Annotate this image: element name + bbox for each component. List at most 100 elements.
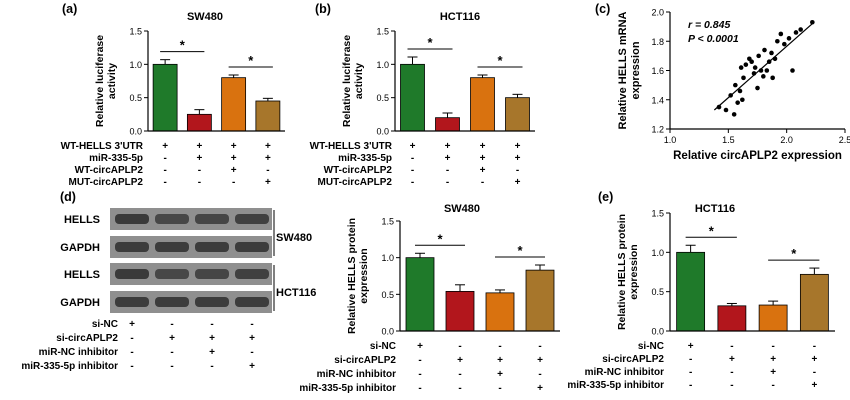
treatment-mark: + xyxy=(231,141,237,152)
treatment-mark: - xyxy=(418,355,421,366)
bar-0 xyxy=(152,63,178,132)
treatment-mark: + xyxy=(231,165,237,176)
treatment-label: WT-HELLS 3'UTR xyxy=(61,141,144,152)
bar-3 xyxy=(799,273,829,332)
treatment-mark: + xyxy=(537,383,543,394)
treatment-mark: - xyxy=(170,319,173,330)
treatment-mark: - xyxy=(130,361,133,372)
treatment-mark: - xyxy=(498,383,501,394)
treatment-mark: - xyxy=(730,380,733,391)
treatment-label: miR-NC inhibitor xyxy=(39,347,119,358)
treatment-label: si-NC xyxy=(370,341,396,352)
treatment-mark: + xyxy=(537,355,543,366)
bar-1 xyxy=(445,290,475,332)
treatment-mark: + xyxy=(209,347,215,358)
treatment-label: MUT-circAPLP2 xyxy=(318,177,393,188)
treatment-mark: + xyxy=(811,354,817,365)
treatment-mark: - xyxy=(250,319,253,330)
blot-band xyxy=(195,242,229,252)
y-tick-label: 2.0 xyxy=(651,8,664,18)
treatment-mark: - xyxy=(458,369,461,380)
chart-title: HCT116 xyxy=(695,203,735,215)
y-tick-label: 1.0 xyxy=(651,248,664,258)
treatment-label: WT-circAPLP2 xyxy=(324,165,393,176)
treatment-mark: - xyxy=(813,341,816,352)
y-tick-label: 1.5 xyxy=(129,27,142,37)
y-axis-label: Relative luciferaseactivity xyxy=(341,35,365,127)
treatment-mark: + xyxy=(196,141,202,152)
blot-band xyxy=(235,297,269,307)
treatment-mark: - xyxy=(771,341,774,352)
treatment-mark: - xyxy=(170,361,173,372)
blot-band xyxy=(195,269,229,279)
treatment-mark: + xyxy=(515,177,521,188)
treatment-mark: - xyxy=(418,383,421,394)
treatment-label: si-circAPLP2 xyxy=(56,333,118,344)
blot-band xyxy=(235,214,269,224)
treatment-label: WT-HELLS 3'UTR xyxy=(310,141,393,152)
scatter-point xyxy=(731,112,737,117)
significance-star: * xyxy=(427,35,433,50)
scatter-point xyxy=(772,56,778,62)
scatter-point xyxy=(761,74,766,79)
y-tick-label: 1.5 xyxy=(376,27,389,37)
treatment-mark: + xyxy=(480,141,486,152)
x-tick-label: 2.0 xyxy=(780,135,793,145)
significance-star: * xyxy=(517,243,523,258)
treatment-label: miR-335-5p inhibitor xyxy=(567,380,664,391)
treatment-mark: - xyxy=(498,341,501,352)
x-tick-label: 1.5 xyxy=(722,135,735,145)
y-axis-label-line: activity xyxy=(106,63,118,99)
y-axis-label: Relative HELLS mRNAexpression xyxy=(617,11,642,129)
treatment-mark: - xyxy=(689,380,692,391)
y-axis-label-line: Relative luciferase xyxy=(94,35,106,127)
treatment-label: miR-NC inhibitor xyxy=(317,369,397,380)
bar-2 xyxy=(221,77,247,132)
y-axis-label: Relative HELLS proteinexpression xyxy=(616,214,640,330)
treatment-mark: - xyxy=(210,361,213,372)
scatter-point xyxy=(790,68,795,73)
scatter-point xyxy=(775,38,780,44)
chart-title: SW480 xyxy=(187,11,223,23)
scatter-point xyxy=(738,65,744,70)
treatment-mark: + xyxy=(457,355,463,366)
y-tick-label: 0.0 xyxy=(129,127,142,137)
treatment-mark: + xyxy=(688,341,694,352)
scatter-point xyxy=(769,50,774,56)
x-tick-label: 1.0 xyxy=(664,135,677,145)
scatter-point xyxy=(770,75,775,81)
treatment-mark: + xyxy=(445,153,451,164)
treatment-label: MUT-circAPLP2 xyxy=(69,177,144,188)
y-tick-label: 0.0 xyxy=(381,327,394,337)
y-tick-label: 0.0 xyxy=(651,327,664,337)
scatter-point xyxy=(737,88,743,94)
treatment-mark: - xyxy=(210,319,213,330)
scatter-point xyxy=(755,85,760,91)
blot-band xyxy=(115,242,149,252)
scatter-point xyxy=(782,41,787,47)
scatter-point xyxy=(723,107,729,113)
treatment-mark: + xyxy=(729,354,735,365)
y-tick-label: 0.5 xyxy=(376,93,389,103)
panel-label: (c) xyxy=(595,2,610,16)
treatment-mark: + xyxy=(162,141,168,152)
y-tick-label: 0.0 xyxy=(376,127,389,137)
blot-strip xyxy=(110,208,272,230)
y-tick-label: 1.8 xyxy=(651,37,664,47)
y-axis-label: Relative luciferaseactivity xyxy=(94,35,118,127)
blot-row-label: HELLS xyxy=(64,269,100,281)
treatment-mark: - xyxy=(458,383,461,394)
bar-1 xyxy=(186,113,212,132)
bar-0 xyxy=(676,251,706,332)
treatment-label: miR-335-5p xyxy=(338,153,392,164)
treatment-label: WT-circAPLP2 xyxy=(75,165,144,176)
bar-chart-0 xyxy=(152,63,281,132)
y-axis-label-line: expression xyxy=(358,248,370,303)
treatment-mark: + xyxy=(265,177,271,188)
treatment-label: si-circAPLP2 xyxy=(334,355,396,366)
treatment-mark: - xyxy=(411,177,414,188)
y-axis-label-line: expression xyxy=(628,244,640,299)
scatter-point xyxy=(740,97,745,103)
treatment-mark: - xyxy=(198,177,201,188)
stat-p: P < 0.0001 xyxy=(688,33,739,45)
